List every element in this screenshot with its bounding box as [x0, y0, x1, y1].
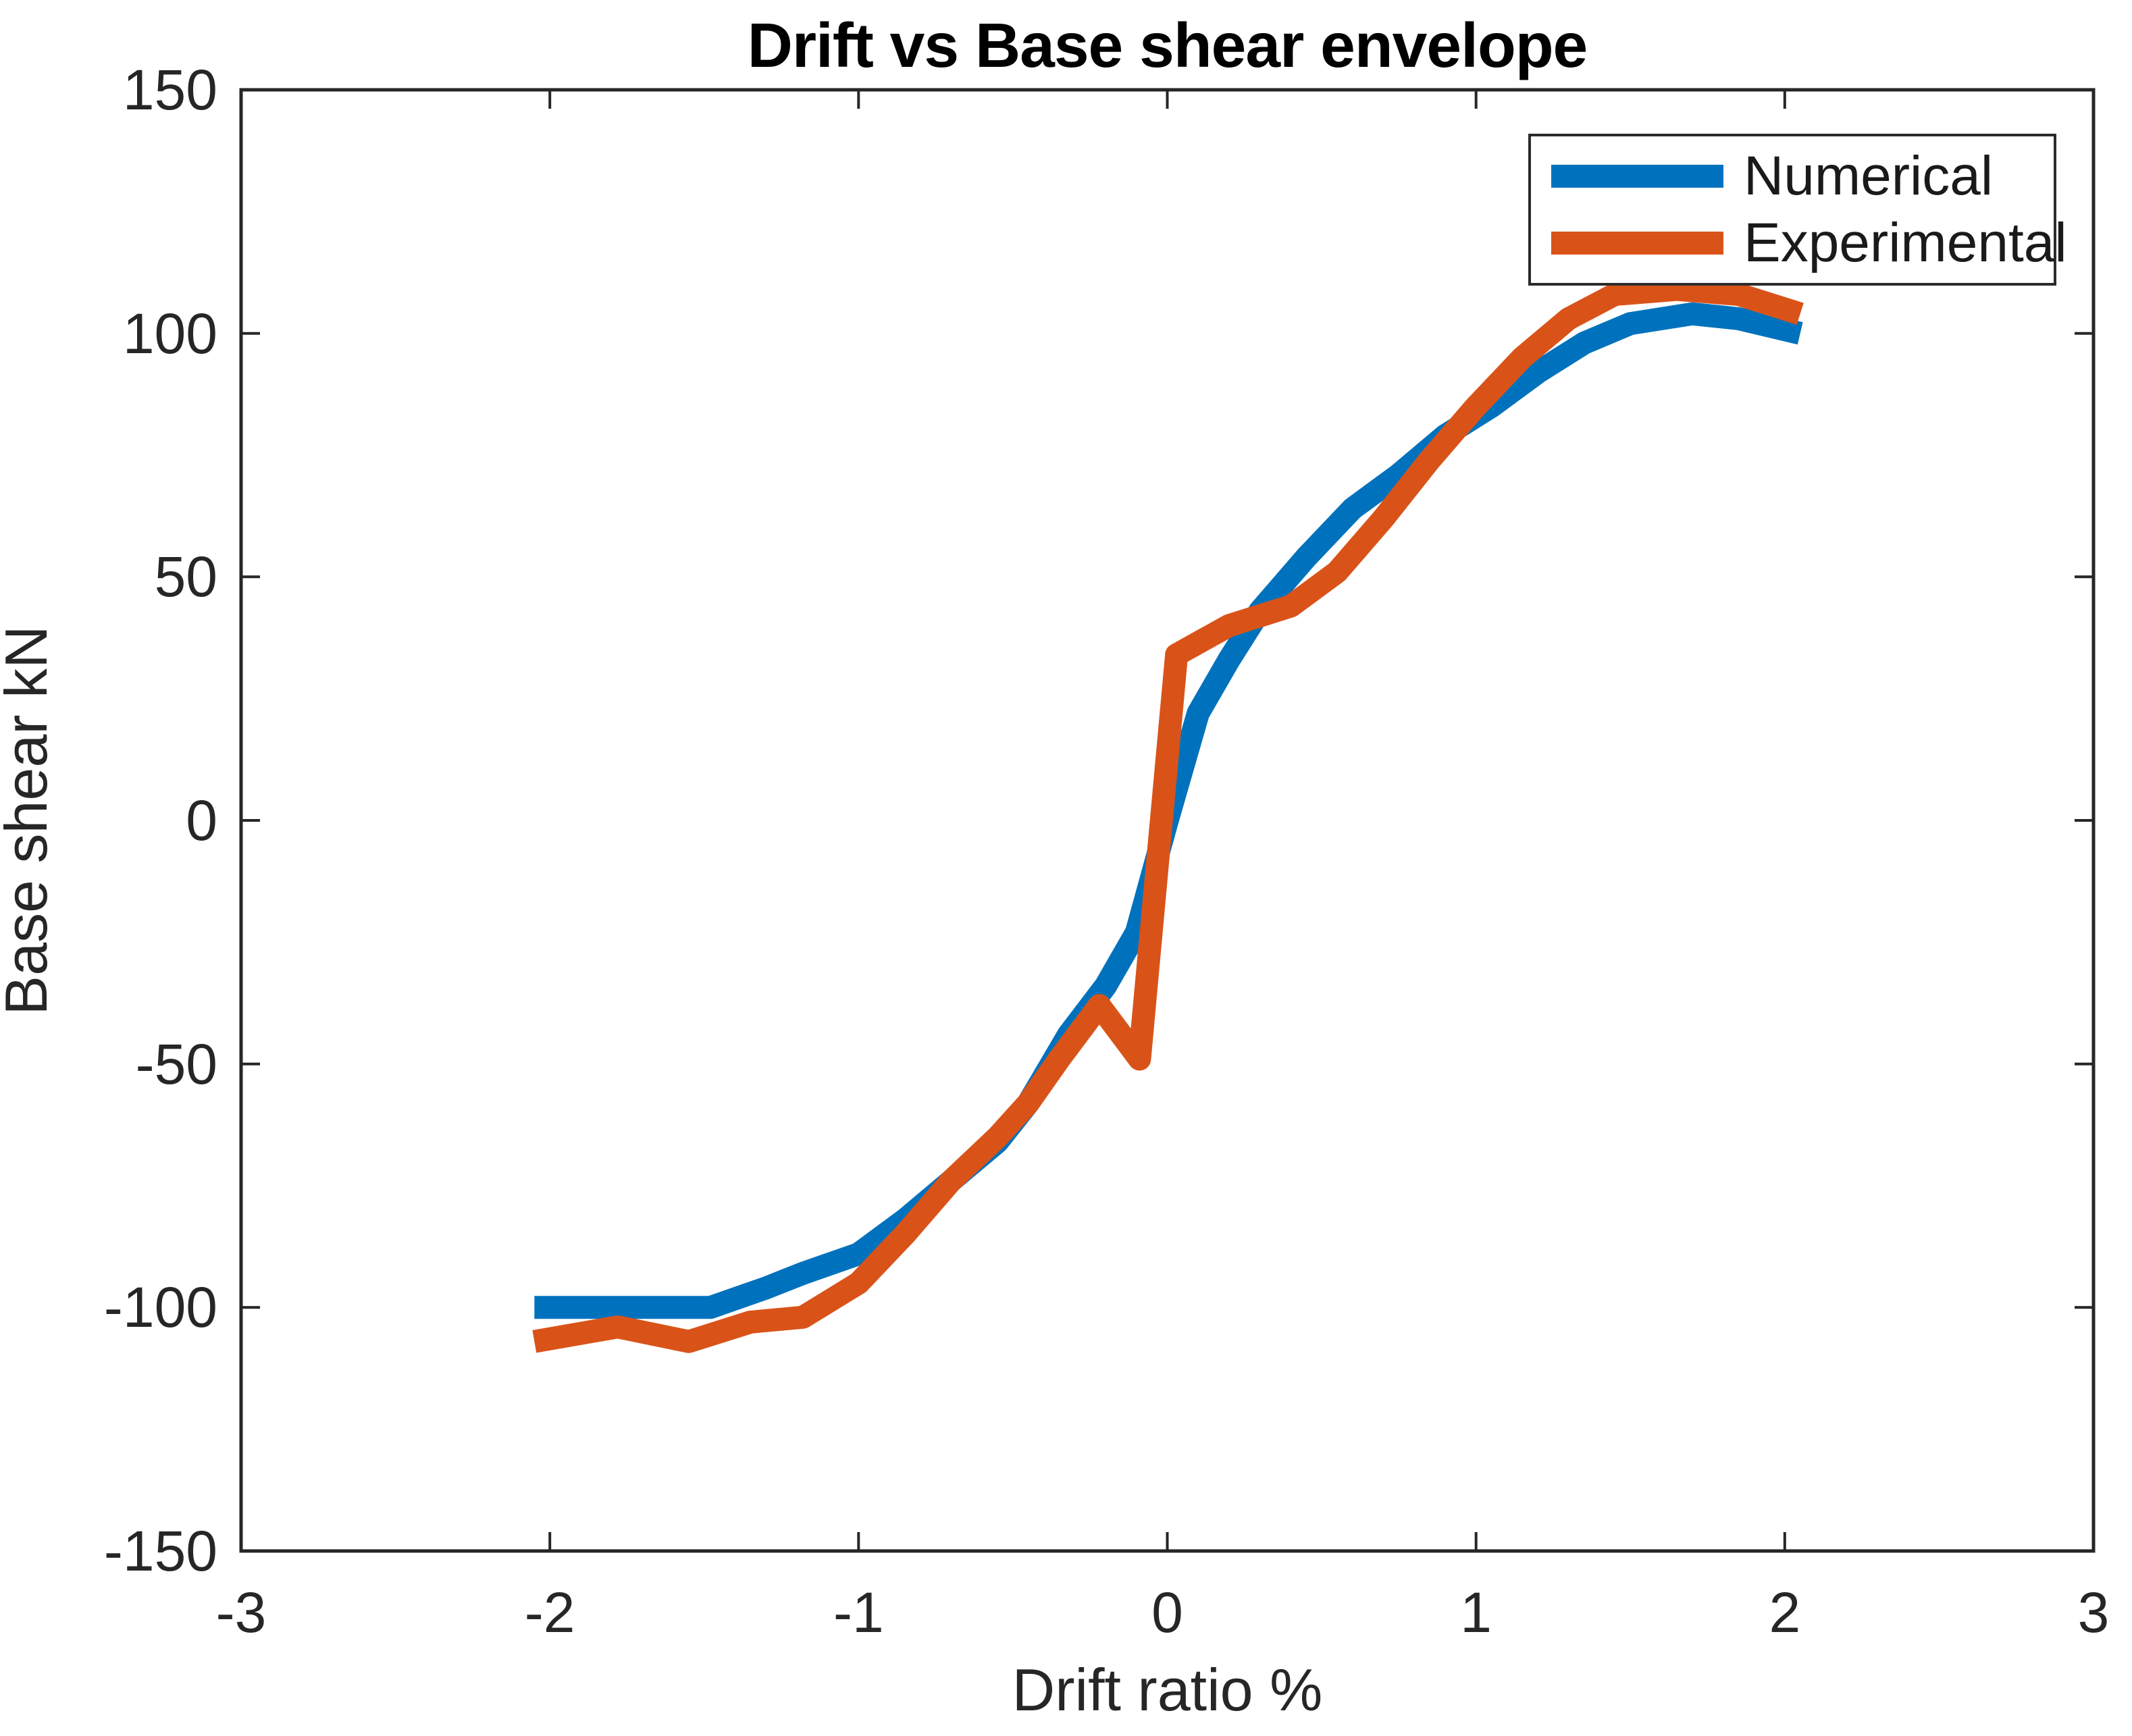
- x-tick-label: 2: [1769, 1581, 1801, 1644]
- x-tick-label: 1: [1460, 1581, 1492, 1644]
- legend-line-swatch: [1551, 231, 1723, 255]
- y-tick-label: 50: [154, 545, 217, 609]
- y-tick-label: 150: [122, 58, 217, 122]
- chart-title: Drift vs Base shear envelope: [747, 10, 1588, 80]
- x-axis-label: Drift ratio %: [1012, 1656, 1323, 1723]
- x-tick-label: 0: [1151, 1581, 1183, 1644]
- x-tick-label: -2: [524, 1581, 575, 1644]
- y-tick-label: 100: [122, 301, 217, 365]
- series-line-numerical: [534, 302, 1803, 1319]
- legend-label: Experimental: [1744, 211, 2067, 273]
- legend-row-experimental: Experimental: [1551, 211, 2067, 275]
- legend: Numerical Experimental: [1528, 134, 2067, 286]
- legend-line-swatch: [1551, 165, 1723, 188]
- y-tick-label: -50: [135, 1032, 217, 1096]
- y-tick-label: 0: [186, 789, 217, 852]
- x-tick-label: -3: [215, 1581, 267, 1644]
- legend-label: Numerical: [1744, 145, 1994, 207]
- y-tick-label: -100: [103, 1275, 217, 1340]
- legend-row-numerical: Numerical: [1551, 144, 2047, 208]
- series-line-experimental: [532, 278, 1804, 1353]
- x-tick-label: -1: [833, 1581, 884, 1644]
- x-tick-label: 3: [2077, 1581, 2110, 1644]
- y-tick-label: -150: [103, 1519, 217, 1583]
